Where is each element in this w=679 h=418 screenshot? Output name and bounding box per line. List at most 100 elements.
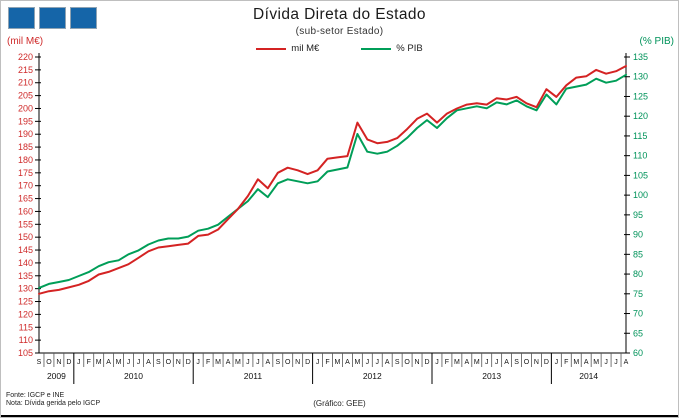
gee-logo xyxy=(8,7,97,29)
month-label: A xyxy=(265,359,270,366)
month-label: N xyxy=(176,359,181,366)
right-axis-tick-label: 75 xyxy=(633,289,643,299)
right-axis-tick-label: 110 xyxy=(633,151,647,161)
chart-title: Dívida Direta do Estado xyxy=(253,6,426,23)
chart-subtitle: (sub-setor Estado) xyxy=(295,26,384,37)
month-label: N xyxy=(415,359,420,366)
chart-header: Dívida Direta do Estado (sub-setor Estad… xyxy=(1,6,678,37)
month-label: J xyxy=(485,359,489,366)
legend-item-mil: mil M€ xyxy=(256,43,319,54)
month-label: J xyxy=(246,359,250,366)
year-label: 2011 xyxy=(244,371,263,381)
month-label: J xyxy=(366,359,370,366)
left-axis-tick-label: 175 xyxy=(18,168,33,178)
left-axis-tick-label: 180 xyxy=(18,155,33,165)
month-label: S xyxy=(395,359,400,366)
month-label: J xyxy=(316,359,320,366)
month-label: A xyxy=(624,359,629,366)
year-label: 2012 xyxy=(363,371,382,381)
month-label: M xyxy=(335,359,341,366)
left-axis-tick-label: 145 xyxy=(18,245,33,255)
right-axis-tick-label: 125 xyxy=(633,91,648,101)
right-axis-tick-label: 135 xyxy=(633,52,648,62)
legend-label-pib: % PIB xyxy=(396,43,423,54)
logo-square xyxy=(70,7,97,29)
left-axis-tick-label: 195 xyxy=(18,116,33,126)
month-label: N xyxy=(56,359,61,366)
month-label: J xyxy=(137,359,141,366)
right-axis-tick-label: 65 xyxy=(633,328,643,338)
nota-text: Nota: Dívida gerida pelo IGCP xyxy=(6,400,101,407)
left-axis-tick-label: 205 xyxy=(18,91,33,101)
left-axis-tick-label: 185 xyxy=(18,142,33,152)
left-axis-tick-label: 165 xyxy=(18,194,33,204)
right-axis-tick-label: 95 xyxy=(633,210,643,220)
series-line-mil-me xyxy=(38,65,627,295)
month-label: M xyxy=(354,359,360,366)
month-label: A xyxy=(584,359,589,366)
right-axis-tick-label: 105 xyxy=(633,170,648,180)
month-label: N xyxy=(295,359,300,366)
month-label: A xyxy=(106,359,111,366)
month-label: M xyxy=(593,359,599,366)
red-line-swatch xyxy=(256,47,287,50)
month-label: F xyxy=(206,359,210,366)
left-axis-tick-label: 215 xyxy=(18,65,33,75)
month-label: O xyxy=(46,359,52,366)
month-label: M xyxy=(116,359,122,366)
month-label: O xyxy=(524,359,530,366)
year-label: 2010 xyxy=(124,371,143,381)
month-label: O xyxy=(404,359,410,366)
left-axis-tick-label: 170 xyxy=(18,181,33,191)
month-label: S xyxy=(156,359,161,366)
month-label: A xyxy=(504,359,509,366)
year-label: 2013 xyxy=(482,371,501,381)
left-axis-tick-label: 125 xyxy=(18,297,33,307)
month-label: M xyxy=(235,359,241,366)
month-label: F xyxy=(325,359,329,366)
month-label: D xyxy=(186,359,191,366)
month-label: J xyxy=(196,359,200,366)
month-label: M xyxy=(474,359,480,366)
month-label: J xyxy=(495,359,499,366)
month-label: J xyxy=(614,359,618,366)
left-axis-tick-label: 130 xyxy=(18,284,33,294)
month-label: A xyxy=(146,359,151,366)
month-label: J xyxy=(127,359,131,366)
left-axis-tick-label: 220 xyxy=(18,52,33,62)
left-axis-tick-label: 135 xyxy=(18,271,33,281)
month-label: M xyxy=(215,359,221,366)
month-label: A xyxy=(345,359,350,366)
logo-square xyxy=(39,7,66,29)
month-label: J xyxy=(256,359,260,366)
year-label: 2009 xyxy=(47,371,66,381)
right-axis-tick-label: 85 xyxy=(633,249,643,259)
month-label: M xyxy=(96,359,102,366)
month-label: S xyxy=(37,359,42,366)
left-axis-tick-label: 150 xyxy=(18,232,33,242)
month-label: F xyxy=(87,359,91,366)
source-note: Fonte: IGCP e INE Nota: Dívida gerida pe… xyxy=(6,392,100,408)
left-axis-tick-label: 160 xyxy=(18,206,33,216)
right-axis-tick-label: 80 xyxy=(633,269,643,279)
right-axis-tick-label: 120 xyxy=(633,111,648,121)
series-line-pct-pib xyxy=(38,73,627,289)
right-axis-tick-label: 60 xyxy=(633,348,643,358)
month-label: M xyxy=(454,359,460,366)
month-label: D xyxy=(544,359,549,366)
month-label: D xyxy=(66,359,71,366)
month-label: J xyxy=(77,359,81,366)
left-axis-tick-label: 120 xyxy=(18,309,33,319)
right-axis-caption: (% PIB) xyxy=(639,36,674,47)
left-axis-tick-label: 110 xyxy=(19,335,33,345)
month-label: D xyxy=(305,359,310,366)
right-axis-tick-label: 130 xyxy=(633,72,648,82)
month-label: A xyxy=(464,359,469,366)
left-axis-tick-label: 210 xyxy=(18,78,33,88)
legend-item-pib: % PIB xyxy=(361,43,423,54)
month-label: S xyxy=(514,359,519,366)
left-axis-tick-label: 190 xyxy=(18,129,33,139)
year-label: 2014 xyxy=(579,371,598,381)
